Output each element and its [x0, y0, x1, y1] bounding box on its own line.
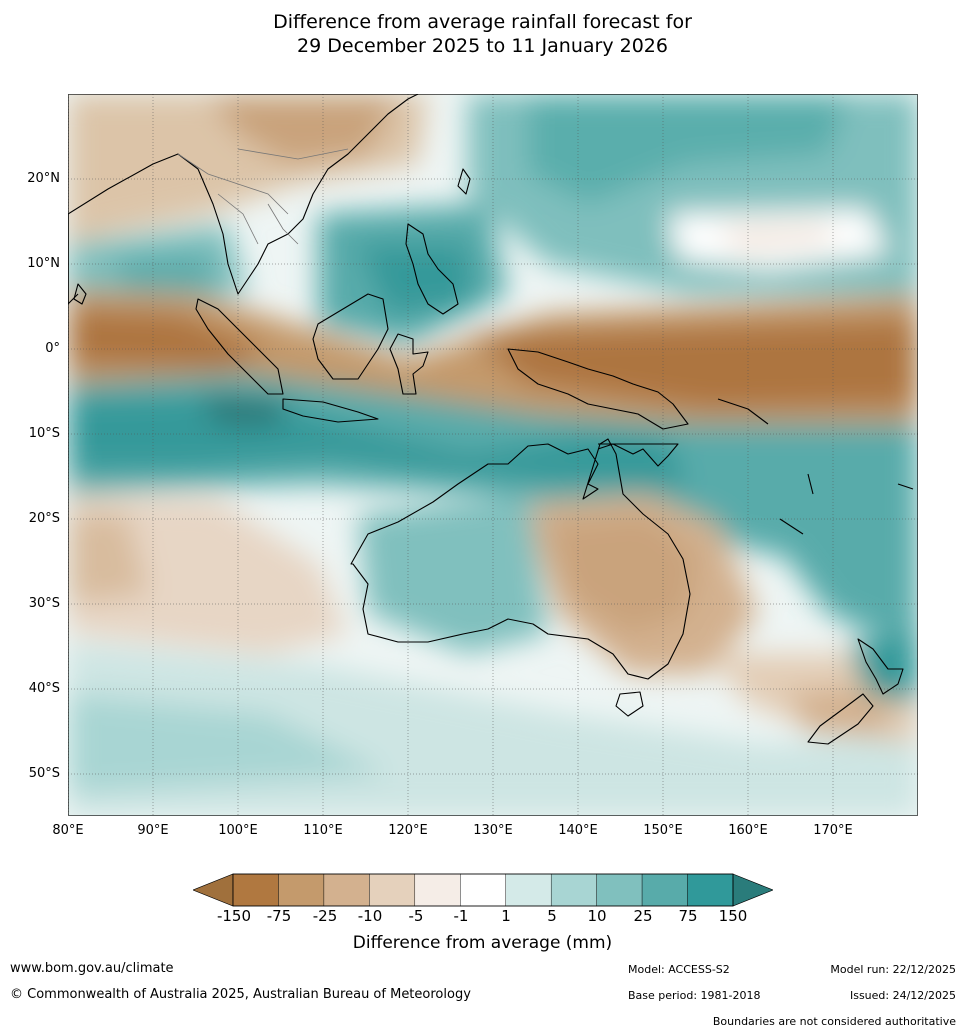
rainfall-anomaly-map	[68, 94, 918, 816]
colorbar-cell	[232, 873, 279, 907]
cb-tick-2: -25	[312, 907, 338, 925]
java-coastline	[282, 398, 379, 423]
cb-tick-10: 75	[678, 907, 698, 925]
base-period-text: Base period: 1981-2018	[628, 989, 761, 1002]
lat-label-50s: 50°S	[28, 766, 60, 781]
colorbar-label: Difference from average (mm)	[352, 933, 613, 953]
new-guinea-coastline	[507, 348, 689, 430]
title-line-1: Difference from average rainfall forecas…	[273, 11, 692, 33]
cb-tick-3: -10	[357, 907, 383, 925]
colorbar-cells	[232, 873, 734, 907]
cb-tick-11: 150	[718, 907, 748, 925]
new-caledonia	[779, 518, 804, 535]
lat-label-20s: 20°S	[28, 511, 60, 526]
solomon-islands	[717, 398, 769, 425]
sumatra-coastline	[195, 298, 284, 395]
cb-tick-9: 25	[633, 907, 653, 925]
lat-label-30s: 30°S	[28, 596, 60, 611]
colorbar-high-arrow	[732, 873, 773, 907]
lat-label-10s: 10°S	[28, 426, 60, 441]
taiwan-coastline	[457, 168, 471, 195]
new-zealand-south	[807, 693, 874, 745]
lon-label-100e: 100°E	[218, 823, 258, 838]
vanuatu	[807, 473, 814, 495]
copyright-text: © Commonwealth of Australia 2025, Austra…	[10, 987, 471, 1002]
cb-tick-1: -75	[266, 907, 292, 925]
sri-lanka-coastline	[73, 283, 87, 305]
title-line-2: 29 December 2025 to 11 January 2026	[297, 35, 668, 57]
colorbar-cell	[641, 873, 688, 907]
colorbar-cell	[369, 873, 416, 907]
model-run-text: Model run: 22/12/2025	[830, 963, 956, 976]
colorbar-cell	[460, 873, 506, 907]
sulawesi-coastline	[389, 333, 429, 395]
lat-label-10n: 10°N	[27, 256, 60, 271]
philippines-coastline	[405, 223, 459, 315]
graticule	[68, 94, 918, 816]
tasmania-coastline	[615, 691, 644, 717]
fiji	[897, 483, 914, 490]
cb-tick-5: -1	[453, 907, 469, 925]
colorbar-cell	[414, 873, 461, 907]
colorbar-cell	[550, 873, 597, 907]
lat-label-0: 0°	[45, 341, 60, 356]
colorbar-cell	[596, 873, 643, 907]
colorbar-low-arrow	[193, 873, 234, 907]
website-link[interactable]: www.bom.gov.au/climate	[10, 961, 174, 976]
lon-label-160e: 160°E	[728, 823, 768, 838]
disclaimer-text: Boundaries are not considered authoritat…	[712, 1015, 956, 1028]
coastlines	[68, 94, 914, 745]
cb-tick-8: 10	[587, 907, 607, 925]
colorbar-cell	[687, 873, 734, 907]
colorbar-cell	[278, 873, 325, 907]
map-title: Difference from average rainfall forecas…	[0, 10, 965, 58]
australia-coastline	[350, 438, 691, 680]
lon-label-110e: 110°E	[303, 823, 343, 838]
lat-label-20n: 20°N	[27, 171, 60, 186]
cb-tick-4: -5	[408, 907, 424, 925]
cb-tick-0: -150	[216, 907, 252, 925]
lon-label-120e: 120°E	[388, 823, 428, 838]
issued-text: Issued: 24/12/2025	[849, 989, 956, 1002]
lat-label-40s: 40°S	[28, 681, 60, 696]
lon-label-80e: 80°E	[52, 823, 84, 838]
map-border	[68, 94, 918, 816]
country-borders	[177, 148, 349, 245]
lon-label-140e: 140°E	[558, 823, 598, 838]
lon-label-170e: 170°E	[813, 823, 853, 838]
colorbar-cell	[323, 873, 370, 907]
lon-label-130e: 130°E	[473, 823, 513, 838]
cb-tick-7: 5	[547, 907, 557, 925]
colorbar	[193, 873, 773, 907]
borneo-coastline	[312, 293, 389, 380]
model-text: Model: ACCESS-S2	[628, 963, 730, 976]
asia-mainland-coastline	[68, 94, 419, 295]
new-zealand-north	[857, 638, 904, 695]
lon-label-90e: 90°E	[137, 823, 169, 838]
cb-tick-6: 1	[501, 907, 511, 925]
lon-label-150e: 150°E	[643, 823, 683, 838]
colorbar-cell	[505, 873, 552, 907]
